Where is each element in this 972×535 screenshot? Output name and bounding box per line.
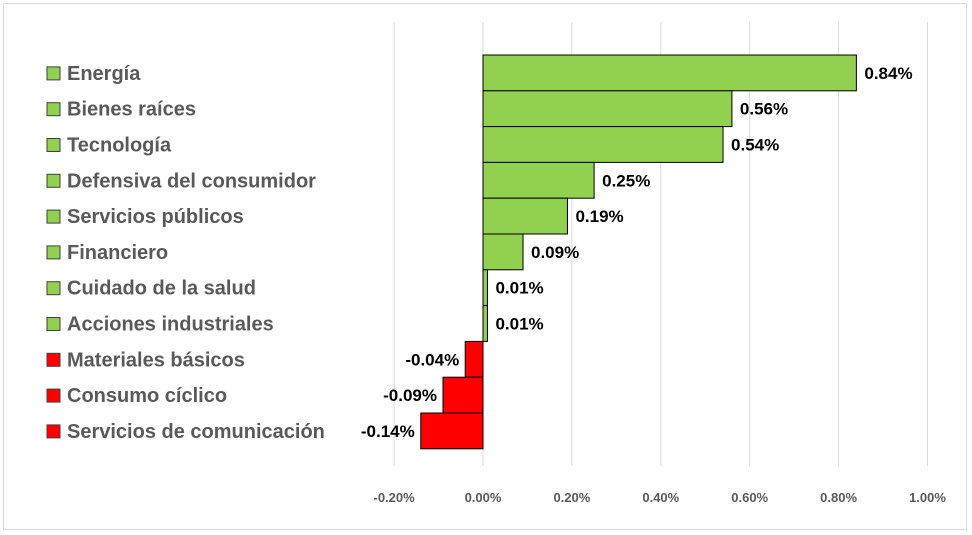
data-label: 0.19%	[575, 207, 623, 226]
bar	[482, 305, 488, 342]
data-label: 0.09%	[531, 243, 579, 262]
data-label: -0.09%	[383, 386, 437, 405]
legend-swatch	[46, 317, 61, 331]
x-tick-label: -0.20%	[373, 490, 415, 505]
value-labels: 0.84% 0.56% 0.54% 0.25% 0.19% 0.09% 0.01% 0.01%…	[361, 64, 913, 441]
legend-swatch	[46, 281, 61, 296]
data-label: -0.14%	[361, 422, 415, 441]
bar	[482, 197, 568, 235]
legend-swatch	[46, 138, 61, 152]
x-tick-label: 0.60%	[731, 490, 768, 505]
legend-swatch	[46, 245, 61, 260]
x-tick-label: 1.00%	[909, 490, 946, 505]
data-label: 0.54%	[731, 136, 779, 155]
legend: Energía Bienes raíces Tecnología Defensiva …	[46, 63, 325, 443]
bar	[482, 126, 724, 163]
legend-swatch	[46, 173, 61, 188]
bar	[464, 340, 484, 378]
x-tick-label: 0.40%	[642, 490, 679, 505]
x-tick-label: 0.80%	[820, 490, 857, 505]
legend-label: Tecnología	[67, 135, 172, 157]
bar	[482, 90, 733, 128]
legend-label: Financiero	[67, 242, 168, 264]
x-tick-label: 0.20%	[553, 490, 590, 505]
data-label: 0.84%	[864, 64, 912, 83]
legend-label: Materiales básicos	[67, 349, 245, 371]
data-label: 0.01%	[495, 279, 543, 298]
bar	[482, 269, 488, 307]
x-tick-label: 0.00%	[465, 490, 502, 505]
x-axis-ticks: -0.20% 0.00% 0.20% 0.40% 0.60% 0.80% 1.00%	[373, 490, 946, 505]
legend-label: Cuidado de la salud	[67, 278, 256, 300]
legend-swatch	[46, 388, 61, 403]
data-label: -0.04%	[405, 350, 459, 369]
data-label: 0.56%	[740, 100, 788, 119]
legend-label: Servicios de comunicación	[67, 421, 325, 443]
legend-swatch	[46, 66, 61, 81]
data-label: 0.25%	[602, 171, 650, 190]
legend-label: Bienes raíces	[67, 99, 196, 121]
bar	[482, 161, 595, 199]
legend-label: Servicios públicos	[67, 206, 244, 228]
legend-label: Acciones industriales	[67, 314, 274, 336]
legend-label: Defensiva del consumidor	[67, 170, 316, 192]
bar	[482, 233, 524, 271]
bars	[420, 54, 857, 450]
legend-swatch	[46, 209, 61, 224]
legend-label: Consumo cíclico	[67, 385, 227, 407]
legend-label: Energía	[67, 63, 141, 85]
legend-swatch	[46, 352, 61, 367]
legend-swatch	[46, 424, 61, 439]
bar	[482, 54, 857, 92]
data-label: 0.01%	[495, 315, 543, 334]
bar	[442, 376, 484, 414]
legend-swatch	[46, 102, 61, 117]
bar	[420, 412, 484, 450]
